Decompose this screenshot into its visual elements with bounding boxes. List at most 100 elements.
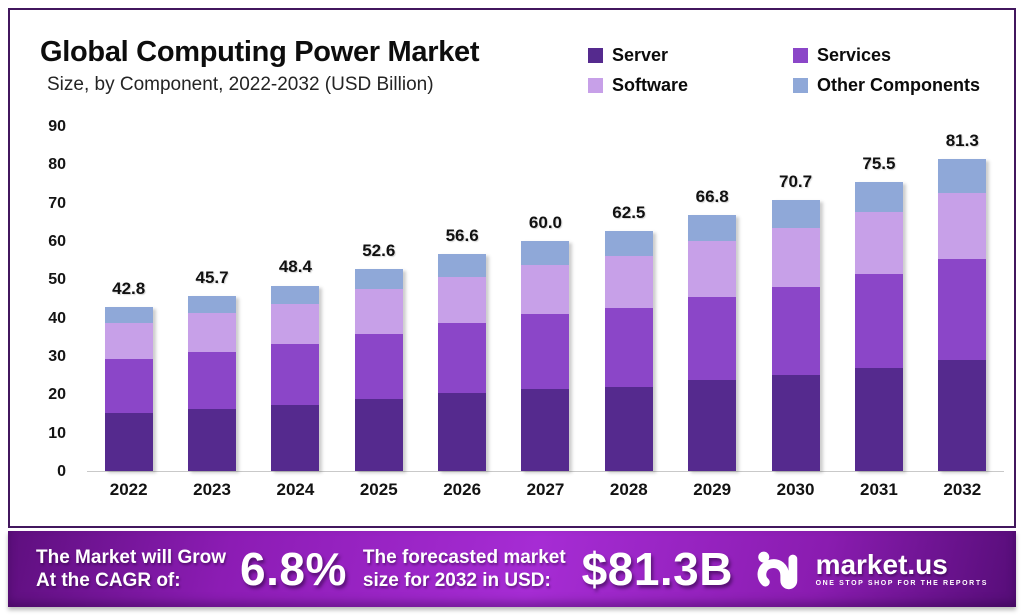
bar-segment-software-2029 — [688, 240, 737, 297]
bar-segment-software-2025 — [354, 289, 403, 335]
legend-label: Server — [612, 45, 669, 65]
stats-banner: The Market will Grow At the CAGR of: 6.8… — [8, 531, 1016, 607]
y-tick-10: 10 — [48, 424, 66, 442]
bar-segment-other-components-2027 — [521, 241, 570, 265]
bar-segment-other-components-2030 — [771, 200, 820, 228]
bar-segment-server-2026 — [438, 392, 487, 471]
cagr-label-line2: At the CAGR of: — [36, 570, 181, 591]
bar-segment-server-2028 — [604, 387, 653, 471]
bar-segment-software-2031 — [854, 211, 903, 274]
y-axis: 0 10 20 30 40 50 60 70 80 90 — [10, 119, 76, 480]
x-label-2025: 2025 — [359, 480, 398, 499]
bar-slot-2025: 52.6 — [337, 127, 420, 471]
x-label-2024: 2024 — [276, 480, 315, 499]
bar-segment-services-2023 — [188, 351, 237, 409]
x-label-2027: 2027 — [526, 480, 565, 499]
bar-segment-server-2031 — [854, 367, 903, 471]
bar-total-label-2032: 81.3 — [945, 131, 979, 151]
bar-slot-2031: 75.5 — [837, 127, 920, 471]
forecast-value: $81.3B — [581, 543, 733, 595]
bar-segment-services-2028 — [604, 308, 653, 388]
y-tick-50: 50 — [48, 271, 66, 289]
bar-slot-2032: 81.3 — [921, 127, 1004, 471]
bar-segment-software-2022 — [104, 323, 153, 359]
bar-segment-services-2024 — [271, 344, 320, 406]
bar-segment-other-components-2029 — [688, 214, 737, 241]
bar-segment-server-2022 — [104, 412, 153, 471]
page-subtitle: Size, by Component, 2022-2032 (USD Billi… — [47, 74, 434, 95]
cagr-label: The Market will Grow At the CAGR of: — [36, 546, 226, 592]
bar-2023 — [188, 295, 237, 471]
bar-2030 — [771, 200, 820, 471]
bar-segment-services-2022 — [104, 358, 153, 413]
bar-total-label-2030: 70.7 — [779, 171, 813, 191]
legend-label: Other Components — [817, 75, 981, 95]
bar-segment-software-2024 — [271, 303, 320, 345]
page-title: Global Computing Power Market — [40, 36, 480, 68]
brand-name: market.us — [815, 548, 948, 580]
bar-segment-other-components-2025 — [354, 269, 403, 290]
brand-tagline: ONE STOP SHOP FOR THE REPORTS — [815, 579, 988, 587]
chart-legend: Server Services Software Other Components — [588, 46, 980, 94]
bar-2022 — [104, 306, 153, 471]
legend-label: Services — [817, 45, 892, 65]
bar-segment-other-components-2023 — [188, 295, 237, 313]
bar-total-label-2028: 62.5 — [612, 203, 646, 223]
brand-logo: market.us ONE STOP SHOP FOR THE REPORTS — [756, 544, 988, 594]
bar-slot-2028: 62.5 — [587, 127, 670, 471]
bar-segment-software-2032 — [938, 193, 987, 260]
plot-area: 42.8 45.7 48.4 52.6 56.6 60.0 62.5 66.8 70.7 75.5… — [87, 127, 1004, 472]
bar-slot-2026: 56.6 — [420, 127, 503, 471]
marketus-icon — [757, 551, 797, 590]
legend-label: Software — [612, 75, 689, 95]
bar-segment-software-2030 — [771, 227, 820, 288]
x-label-2028: 2028 — [609, 480, 648, 499]
bar-2032 — [938, 159, 987, 471]
bar-total-label-2027: 60.0 — [528, 213, 563, 232]
x-label-2023: 2023 — [193, 480, 231, 499]
bar-segment-server-2030 — [771, 375, 820, 471]
bar-segment-other-components-2022 — [104, 306, 153, 324]
x-label-2029: 2029 — [693, 480, 732, 499]
bar-total-label-2022: 42.8 — [112, 278, 146, 298]
legend-item-services: Services — [793, 46, 980, 64]
bar-total-label-2025: 52.6 — [362, 241, 396, 261]
bar-total-label-2024: 48.4 — [278, 257, 312, 277]
bar-slot-2027: 60.0 — [504, 127, 587, 471]
y-tick-30: 30 — [48, 348, 66, 365]
bar-segment-other-components-2026 — [438, 254, 487, 277]
bar-segment-other-components-2024 — [271, 285, 320, 304]
y-tick-90: 90 — [48, 118, 66, 135]
forecast-label: The forecasted market size for 2032 in U… — [363, 546, 566, 592]
bar-total-label-2023: 45.7 — [195, 267, 229, 287]
bar-total-label-2029: 66.8 — [695, 186, 729, 206]
forecast-label-line2: size for 2032 in USD: — [362, 570, 551, 591]
bar-segment-services-2032 — [938, 259, 987, 361]
bar-slot-2023: 45.7 — [170, 127, 253, 471]
x-label-2026: 2026 — [443, 480, 482, 499]
bar-segment-server-2023 — [188, 408, 237, 471]
bar-segment-services-2027 — [521, 314, 570, 390]
cagr-label-line1: The Market will Grow — [36, 547, 227, 568]
y-tick-70: 70 — [48, 194, 66, 212]
x-label-2032: 2032 — [943, 480, 982, 499]
cagr-value: 6.8% — [240, 543, 347, 595]
bar-segment-software-2028 — [604, 255, 653, 309]
legend-swatch-other-components — [793, 77, 808, 93]
legend-swatch-software — [588, 77, 603, 93]
bar-segment-software-2023 — [188, 312, 237, 352]
bar-2027 — [521, 241, 570, 471]
bar-2028 — [604, 231, 653, 471]
x-label-2030: 2030 — [776, 480, 815, 499]
bar-segment-services-2031 — [854, 273, 903, 368]
bar-slot-2022: 42.8 — [87, 127, 170, 471]
legend-swatch-services — [793, 47, 808, 63]
bar-segment-other-components-2031 — [854, 181, 903, 212]
chart-card: Global Computing Power Market Size, by C… — [8, 8, 1016, 528]
bar-total-label-2026: 56.6 — [445, 226, 479, 246]
bar-segment-server-2029 — [688, 380, 737, 471]
y-tick-20: 20 — [48, 386, 66, 404]
brand-text: market.us ONE STOP SHOP FOR THE REPORTS — [815, 548, 988, 587]
bar-segment-services-2025 — [354, 334, 403, 400]
bar-2025 — [354, 269, 403, 471]
